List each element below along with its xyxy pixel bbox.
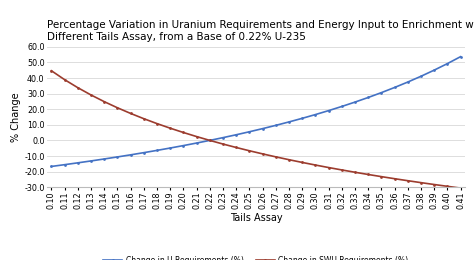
Change in SWU Requirements (%) [62, 78, 67, 81]
Change in U Requirements (%) [48, 165, 54, 168]
Change in U Requirements (%) [141, 151, 146, 154]
Change in SWU Requirements (%) [352, 171, 358, 174]
Change in SWU Requirements (%) [154, 122, 160, 125]
Change in SWU Requirements (%) [246, 149, 252, 152]
Change in SWU Requirements (%) [233, 146, 239, 149]
Change in SWU Requirements (%) [75, 86, 81, 89]
Change in SWU Requirements (%) [458, 186, 464, 190]
Change in U Requirements (%) [445, 62, 450, 65]
Change in SWU Requirements (%) [392, 177, 397, 180]
Change in U Requirements (%) [365, 96, 371, 99]
Change in SWU Requirements (%) [167, 127, 173, 130]
Line: Change in SWU Requirements (%): Change in SWU Requirements (%) [50, 69, 462, 190]
Change in SWU Requirements (%) [115, 106, 120, 109]
Change in U Requirements (%) [167, 146, 173, 150]
Change in SWU Requirements (%) [431, 183, 437, 186]
Change in SWU Requirements (%) [48, 69, 54, 72]
Change in SWU Requirements (%) [365, 173, 371, 176]
Change in SWU Requirements (%) [326, 166, 331, 169]
Change in SWU Requirements (%) [312, 164, 318, 167]
Change in U Requirements (%) [458, 55, 464, 58]
Y-axis label: % Change: % Change [11, 92, 21, 142]
Change in U Requirements (%) [220, 136, 226, 139]
Change in U Requirements (%) [312, 113, 318, 116]
Change in U Requirements (%) [352, 101, 358, 104]
Change in SWU Requirements (%) [128, 112, 133, 115]
Change in U Requirements (%) [339, 105, 345, 108]
Change in SWU Requirements (%) [260, 152, 265, 155]
Change in U Requirements (%) [75, 161, 81, 164]
Change in U Requirements (%) [128, 153, 133, 157]
Change in SWU Requirements (%) [445, 185, 450, 188]
Change in U Requirements (%) [246, 130, 252, 133]
Change in SWU Requirements (%) [339, 168, 345, 172]
Change in U Requirements (%) [418, 75, 424, 78]
Change in U Requirements (%) [154, 149, 160, 152]
Change in U Requirements (%) [299, 117, 305, 120]
Text: Percentage Variation in Uranium Requirements and Energy Input to Enrichment with: Percentage Variation in Uranium Requirem… [47, 20, 474, 42]
Change in U Requirements (%) [62, 163, 67, 166]
Change in SWU Requirements (%) [273, 155, 279, 158]
Change in SWU Requirements (%) [194, 135, 200, 138]
Change in SWU Requirements (%) [88, 93, 94, 96]
Change in U Requirements (%) [273, 124, 279, 127]
Change in SWU Requirements (%) [405, 179, 410, 182]
Change in U Requirements (%) [101, 157, 107, 160]
Change in SWU Requirements (%) [207, 139, 213, 142]
Change in U Requirements (%) [88, 159, 94, 162]
Change in SWU Requirements (%) [101, 100, 107, 103]
Change in U Requirements (%) [326, 109, 331, 112]
X-axis label: Tails Assay: Tails Assay [229, 213, 283, 223]
Line: Change in U Requirements (%): Change in U Requirements (%) [50, 55, 462, 168]
Change in U Requirements (%) [115, 155, 120, 159]
Change in U Requirements (%) [431, 69, 437, 72]
Change in SWU Requirements (%) [286, 158, 292, 161]
Change in U Requirements (%) [286, 120, 292, 124]
Change in SWU Requirements (%) [181, 131, 186, 134]
Change in U Requirements (%) [392, 86, 397, 89]
Change in U Requirements (%) [233, 133, 239, 136]
Change in SWU Requirements (%) [418, 181, 424, 184]
Change in U Requirements (%) [181, 144, 186, 147]
Change in U Requirements (%) [379, 91, 384, 94]
Change in SWU Requirements (%) [220, 142, 226, 146]
Change in U Requirements (%) [194, 141, 200, 145]
Change in U Requirements (%) [405, 81, 410, 84]
Change in SWU Requirements (%) [299, 161, 305, 164]
Change in U Requirements (%) [260, 127, 265, 130]
Change in U Requirements (%) [207, 139, 213, 142]
Legend: Change in U Requirements (%), Change in SWU Requirements (%): Change in U Requirements (%), Change in … [100, 252, 411, 260]
Change in SWU Requirements (%) [141, 117, 146, 120]
Change in SWU Requirements (%) [379, 175, 384, 178]
